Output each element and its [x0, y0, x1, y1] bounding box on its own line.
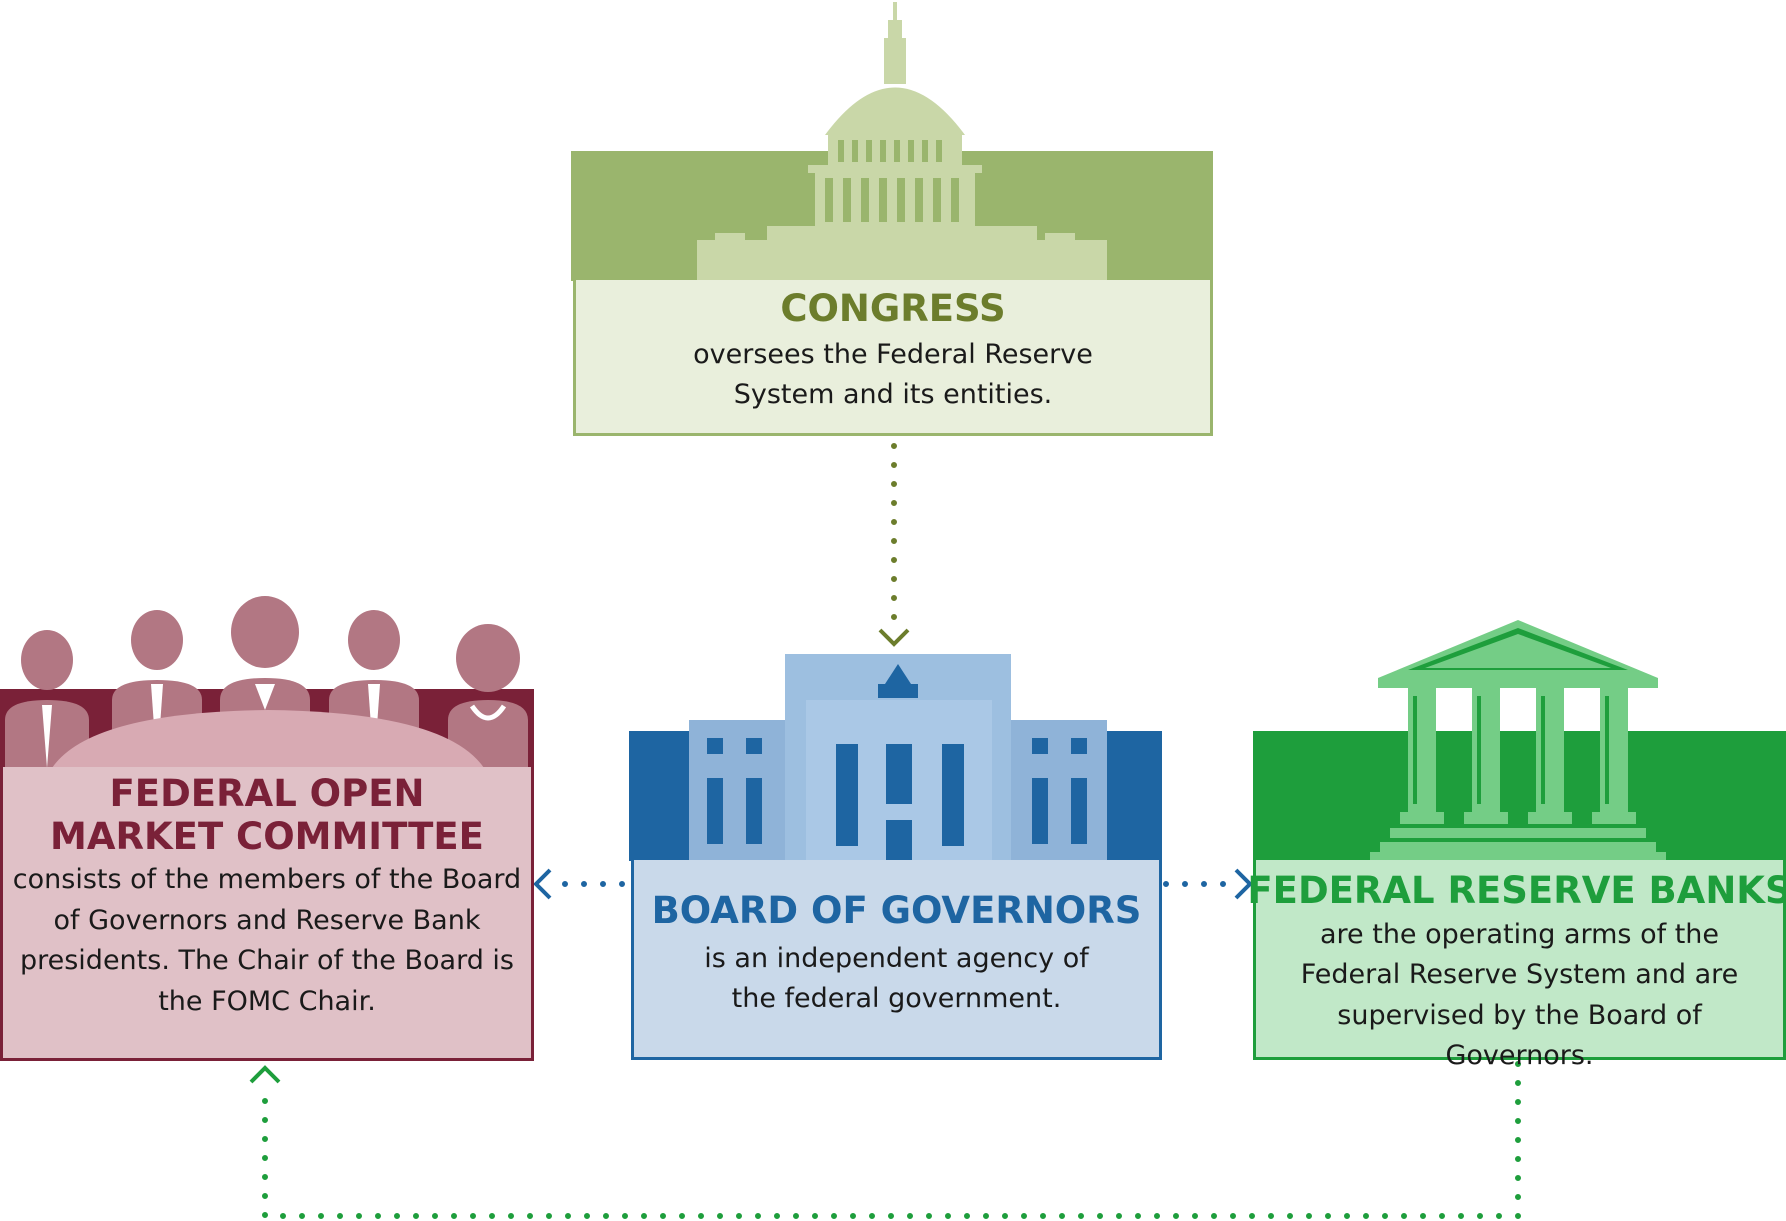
- bank-columns-icon: [1370, 620, 1666, 861]
- congress-title: CONGRESS: [780, 287, 1006, 330]
- board-description: is an independent agency of the federal …: [704, 942, 1089, 1015]
- board-to-banks-arrowhead: [1234, 868, 1253, 900]
- fomc-box: FEDERAL OPEN MARKET COMMITTEE consists o…: [0, 767, 534, 1061]
- congress-to-board-arrowhead: [878, 628, 910, 647]
- congress-description: oversees the Federal Reserve System and …: [693, 338, 1093, 411]
- reserve-banks-box: FEDERAL RESERVE BANKS are the operating …: [1247, 860, 1786, 1071]
- board-to-fomc-arrowhead: [533, 868, 552, 900]
- fomc-title: FEDERAL OPEN MARKET COMMITTEE: [50, 772, 484, 858]
- capitol-icon: [697, 2, 1107, 280]
- banks-to-fomc-arrowhead: [249, 1065, 281, 1084]
- board-of-governors-box: BOARD OF GOVERNORS is an independent age…: [631, 860, 1162, 1060]
- congress-box: CONGRESS oversees the Federal Reserve Sy…: [573, 280, 1213, 436]
- fomc-header: [0, 596, 534, 769]
- banks-to-fomc-connector: [262, 1061, 1521, 1219]
- banks-header: [1253, 620, 1786, 861]
- federal-building-icon: [689, 654, 1107, 862]
- congress-header: [571, 2, 1213, 281]
- board-header: [629, 654, 1162, 862]
- banks-description: are the operating arms of the Federal Re…: [1300, 918, 1739, 1072]
- committee-people-icon: [5, 596, 528, 768]
- banks-title: FEDERAL RESERVE BANKS: [1247, 869, 1786, 912]
- fomc-description: consists of the members of the Board of …: [12, 864, 522, 1017]
- board-title: BOARD OF GOVERNORS: [651, 889, 1142, 932]
